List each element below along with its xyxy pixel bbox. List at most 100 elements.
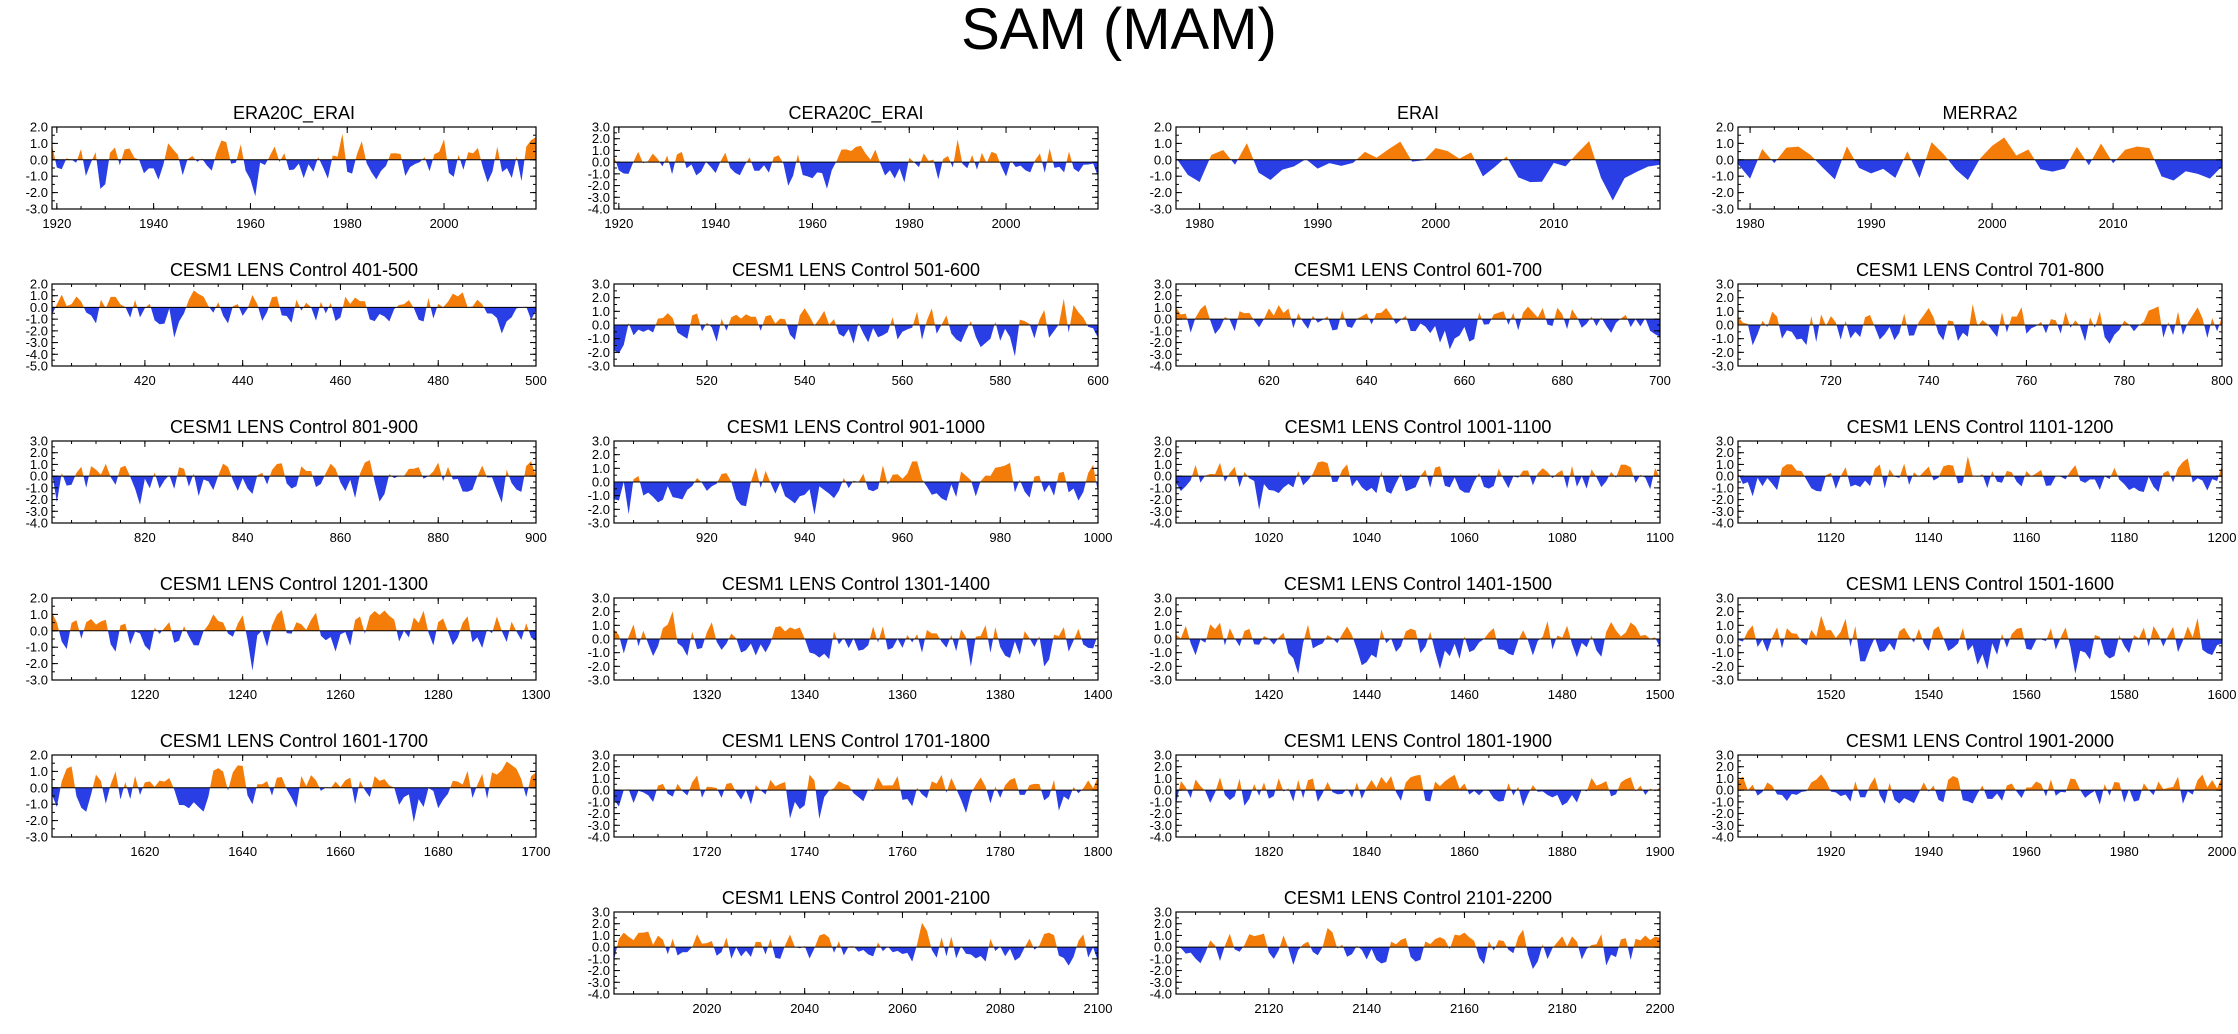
positive-area: [55, 290, 527, 308]
y-tick-label: -2.0: [1150, 659, 1172, 674]
x-tick-label: 1820: [1254, 844, 1283, 859]
panel-title: CERA20C_ERAI: [788, 103, 923, 124]
x-tick-label: 900: [525, 530, 547, 545]
x-tick-label: 1400: [1084, 687, 1113, 702]
x-tick-label: 2000: [2208, 844, 2237, 859]
x-tick-label: 1740: [790, 844, 819, 859]
y-tick-label: 3.0: [1154, 748, 1172, 763]
y-tick-label: 0.0: [1154, 632, 1172, 647]
negative-area: [1176, 476, 1660, 510]
y-tick-label: 3.0: [1154, 277, 1172, 292]
y-tick-label: 0.0: [30, 469, 48, 484]
y-tick-label: 0.0: [1716, 469, 1734, 484]
positive-area: [1178, 774, 1660, 791]
negative-area: [614, 325, 1098, 357]
panel-title: CESM1 LENS Control 601-700: [1294, 260, 1542, 280]
negative-area: [614, 790, 1098, 819]
x-tick-label: 760: [2016, 373, 2038, 388]
x-tick-label: 1160: [2012, 530, 2040, 545]
x-tick-label: 2010: [1539, 216, 1568, 231]
y-tick-label: 0.0: [592, 475, 610, 490]
y-tick-label: 1.0: [30, 457, 48, 472]
y-tick-label: 2.0: [592, 759, 610, 774]
y-tick-label: -3.0: [1150, 818, 1172, 833]
x-tick-label: 1000: [1084, 530, 1113, 545]
x-tick-label: 520: [696, 373, 718, 388]
x-tick-label: 1920: [42, 216, 71, 231]
y-tick-label: -3.0: [26, 202, 48, 217]
y-tick-label: 0.0: [1716, 783, 1734, 798]
y-tick-label: -2.0: [588, 806, 610, 821]
y-tick-label: -3.0: [588, 818, 610, 833]
negative-area: [1177, 159, 1660, 201]
positive-area: [1192, 461, 1660, 477]
negative-area: [614, 947, 1098, 966]
panel-14: CESM1 LENS Control 1301-1400 3.02.01.00.0…: [588, 574, 1113, 702]
y-tick-label: -3.0: [1712, 359, 1734, 374]
x-tick-label: 1980: [1185, 216, 1214, 231]
panel-title: CESM1 LENS Control 1001-1100: [1285, 417, 1552, 437]
negative-area: [1738, 159, 2222, 181]
y-tick-label: -2.0: [1150, 335, 1172, 350]
negative-area: [52, 630, 536, 671]
y-tick-label: -1.0: [588, 645, 610, 660]
positive-area: [614, 139, 1072, 163]
y-tick-label: -1.0: [26, 480, 48, 495]
panel-title: ERA20C_ERAI: [233, 103, 355, 124]
y-tick-label: -4.0: [26, 516, 48, 531]
panel-15: CESM1 LENS Control 1401-1500 3.02.01.00.0…: [1150, 574, 1675, 702]
y-tick-label: 1.0: [1154, 771, 1172, 786]
panel-11: CESM1 LENS Control 1001-1100 3.02.01.00.0…: [1150, 417, 1674, 545]
panel-title: CESM1 LENS Control 1401-1500: [1284, 574, 1552, 594]
negative-area: [1738, 790, 2222, 805]
y-tick-label: -1.0: [588, 951, 610, 966]
y-tick-label: 1.0: [30, 136, 48, 151]
y-tick-label: 1.0: [1154, 136, 1172, 151]
panel-title: ERAI: [1397, 103, 1439, 123]
x-tick-label: 1660: [326, 844, 355, 859]
y-tick-label: 2.0: [1716, 120, 1734, 135]
x-tick-label: 1760: [888, 844, 917, 859]
y-tick-label: 1.0: [1154, 300, 1172, 315]
y-tick-label: -1.0: [588, 794, 610, 809]
x-tick-label: 780: [2113, 373, 2135, 388]
negative-area: [614, 482, 1098, 515]
y-tick-label: 3.0: [1154, 591, 1172, 606]
x-tick-label: 800: [2211, 373, 2233, 388]
panel-title: CESM1 LENS Control 401-500: [170, 260, 418, 280]
panel-title: CESM1 LENS Control 2001-2100: [722, 888, 990, 908]
y-tick-label: 0.0: [1716, 152, 1734, 167]
y-tick-label: 1.0: [1154, 457, 1172, 472]
x-tick-label: 660: [1454, 373, 1476, 388]
y-tick-label: -4.0: [1712, 830, 1734, 845]
x-tick-label: 1080: [1548, 530, 1577, 545]
y-tick-label: 1.0: [592, 928, 610, 943]
x-tick-label: 1640: [228, 844, 257, 859]
x-tick-label: 720: [1820, 373, 1842, 388]
x-tick-label: 1580: [2110, 687, 2139, 702]
positive-area: [1738, 304, 2222, 325]
x-tick-label: 1280: [424, 687, 453, 702]
x-tick-label: 1900: [1646, 844, 1675, 859]
y-tick-label: 0.0: [592, 632, 610, 647]
positive-area: [1176, 141, 1596, 160]
y-tick-label: -3.0: [588, 516, 610, 531]
y-tick-label: -3.0: [1150, 673, 1172, 688]
y-tick-label: 0.0: [592, 940, 610, 955]
x-tick-label: 1180: [2110, 530, 2138, 545]
y-tick-label: -1.0: [26, 169, 48, 184]
positive-area: [52, 133, 536, 160]
y-tick-label: 0.0: [1154, 152, 1172, 167]
x-tick-label: 1940: [139, 216, 168, 231]
x-tick-label: 700: [1649, 373, 1671, 388]
y-tick-label: -1.0: [1712, 645, 1734, 660]
panel-21: CESM1 LENS Control 2001-2100 3.02.01.00.0…: [588, 888, 1113, 1016]
y-tick-label: 1.0: [30, 607, 48, 622]
negative-area: [614, 639, 1098, 667]
y-tick-label: -3.0: [588, 190, 610, 205]
y-tick-label: -1.0: [1150, 323, 1172, 338]
x-tick-label: 1840: [1352, 844, 1381, 859]
x-tick-label: 1800: [1084, 844, 1113, 859]
y-tick-label: -4.0: [588, 202, 610, 217]
